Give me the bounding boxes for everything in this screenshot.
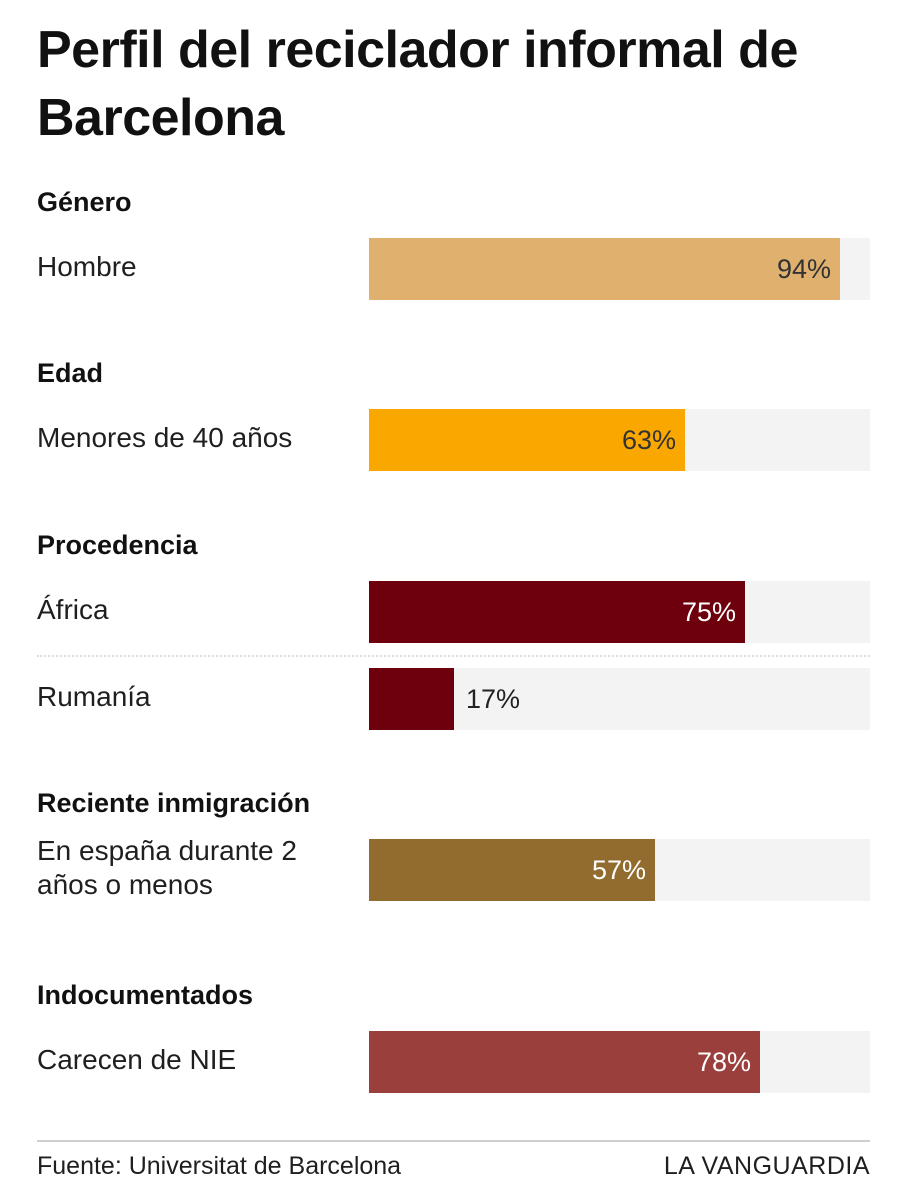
bar-track: 57%: [369, 839, 870, 901]
data-label: 75%: [681, 597, 736, 627]
section-title: Edad: [37, 358, 104, 388]
row-label: Hombre: [37, 251, 137, 282]
bar-track: 63%: [369, 409, 870, 471]
data-label: 78%: [696, 1047, 751, 1077]
bar-track: 78%: [369, 1031, 870, 1093]
data-label: 94%: [776, 254, 831, 284]
bar: [369, 238, 840, 300]
section-title: Reciente inmigración: [37, 788, 311, 818]
chart-title: Perfil del reciclador informal de Barcel…: [37, 21, 798, 147]
data-label: 57%: [591, 855, 646, 885]
bar-track: 17%: [369, 668, 870, 730]
bar: [369, 581, 745, 643]
row-label: Rumanía: [37, 681, 151, 712]
row-divider: [37, 655, 870, 657]
section-title: Procedencia: [37, 530, 198, 560]
row-label: Carecen de NIE: [37, 1044, 237, 1075]
footer-divider: [37, 1140, 870, 1142]
data-label: 63%: [621, 425, 676, 455]
source-note: Fuente: Universitat de Barcelona: [37, 1152, 402, 1180]
row-label: Menores de 40 años: [37, 422, 293, 453]
row-label: África: [37, 594, 109, 625]
data-label: 17%: [466, 684, 521, 714]
bar: [369, 1031, 760, 1093]
row-label: En españa durante 2 años o menos: [37, 835, 297, 900]
bar-track: 75%: [369, 581, 870, 643]
bar-chart: Género Hombre 94% Edad Menores de 40 años 63%…: [37, 187, 870, 1093]
bar: [369, 409, 685, 471]
bar: [369, 839, 655, 901]
section-title: Género: [37, 187, 132, 217]
section-title: Indocumentados: [37, 980, 254, 1010]
bar-track: 94%: [369, 238, 870, 300]
bar: [369, 668, 454, 730]
publisher-brand: LA VANGUARDIA: [663, 1152, 870, 1180]
